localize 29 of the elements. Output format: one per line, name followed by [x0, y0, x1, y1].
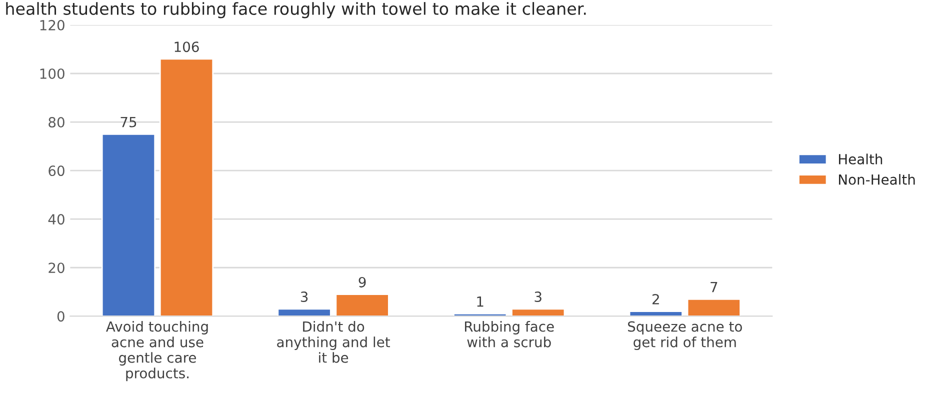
data-label: 75 [120, 116, 136, 128]
y-tick-label: 40 [48, 214, 64, 225]
y-tick-label: 80 [48, 116, 64, 128]
x-tick-label: Didn't do anything and let it be [277, 321, 390, 363]
y-tick-label: 60 [48, 166, 64, 176]
data-label: 1 [477, 296, 484, 307]
y-tick-label: 20 [48, 262, 64, 274]
data-label: 106 [174, 42, 199, 52]
x-tick-label: Squeeze acne to get rid of them [628, 321, 742, 350]
data-label: 3 [534, 292, 542, 302]
bar [159, 58, 214, 316]
y-tick-label: 100 [40, 68, 64, 79]
text: health students to rubbing face roughly with towel to make it cleaner. [6, 2, 586, 18]
data-label: 3 [300, 292, 308, 302]
x-tick-label: Avoid touching acne and use gentle care products. [106, 321, 208, 382]
y-tick-label: 120 [40, 20, 64, 30]
bar [628, 310, 683, 316]
x-tick-label: Rubbing face with a scrub [465, 321, 554, 348]
bar [101, 133, 156, 316]
data-label: 2 [652, 294, 659, 304]
bar [686, 298, 741, 316]
bar [277, 308, 332, 316]
bar [511, 308, 566, 316]
legend-label: Non-Health [838, 174, 915, 185]
data-label: 7 [710, 282, 718, 292]
bar [335, 294, 390, 316]
data-label: 9 [358, 276, 366, 288]
legend-label: Health [838, 154, 882, 164]
y-tick-label: 0 [57, 311, 64, 322]
